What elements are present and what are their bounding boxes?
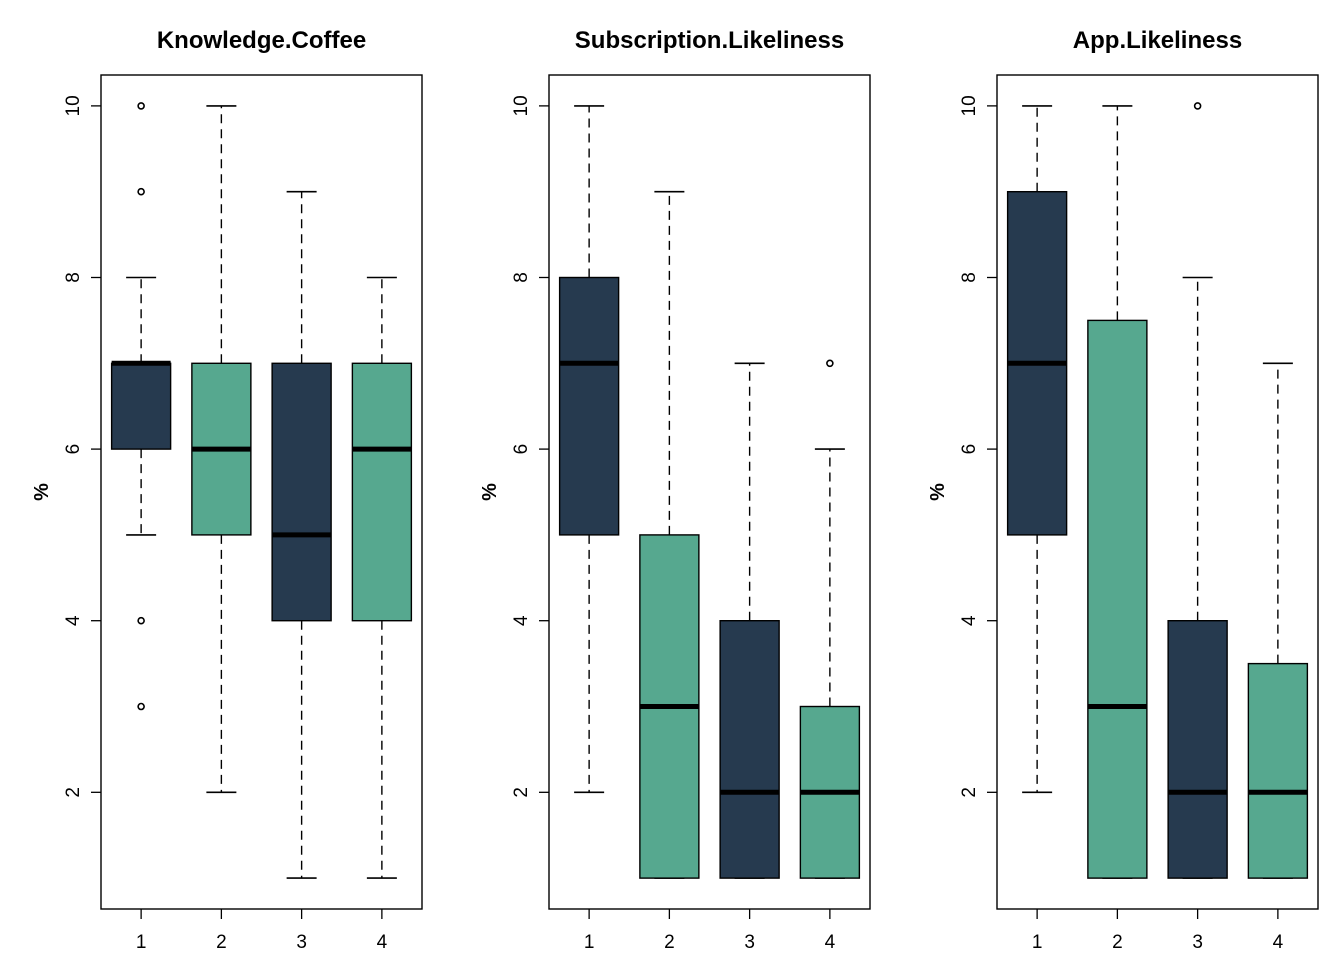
y-tick-label: 8 xyxy=(959,272,980,283)
y-tick-label: 10 xyxy=(959,95,980,116)
panel-title: Subscription.Likeliness xyxy=(575,27,844,54)
plot-frame xyxy=(548,74,871,910)
box-iqr xyxy=(351,362,413,622)
y-axis-label: % xyxy=(31,483,53,501)
box-group-2 xyxy=(639,190,700,879)
y-tick-label: 4 xyxy=(63,615,84,626)
box-group-2 xyxy=(1087,105,1148,879)
y-axis: 2 4 6 8 10 xyxy=(511,95,549,798)
y-tick-label: 10 xyxy=(63,95,84,116)
outlier-point xyxy=(826,359,834,368)
y-tick-label: 8 xyxy=(63,272,84,283)
outlier-point xyxy=(137,616,145,625)
box-iqr xyxy=(271,362,332,622)
y-tick-label: 4 xyxy=(959,615,980,626)
x-axis: 1 2 3 4 xyxy=(1032,909,1284,953)
y-tick-label: 6 xyxy=(959,444,980,455)
box-group-2 xyxy=(191,105,252,794)
y-tick-label: 6 xyxy=(511,444,532,455)
box-iqr xyxy=(1167,620,1228,879)
x-tick-label: 1 xyxy=(136,932,147,953)
y-tick-label: 2 xyxy=(511,787,532,798)
box-group-3 xyxy=(1167,102,1228,879)
y-tick-label: 2 xyxy=(959,787,980,798)
x-tick-label: 3 xyxy=(296,932,307,953)
box-iqr xyxy=(1087,319,1148,879)
x-tick-label: 1 xyxy=(1032,932,1043,953)
box-iqr xyxy=(1247,662,1309,879)
x-axis: 1 2 3 4 xyxy=(136,909,388,953)
x-tick-label: 2 xyxy=(216,932,227,953)
box-group-4 xyxy=(351,276,413,879)
panel-title: Knowledge.Coffee xyxy=(157,27,366,54)
box-group-1 xyxy=(110,102,172,711)
x-tick-label: 4 xyxy=(377,932,388,953)
box-group-4 xyxy=(799,359,861,879)
box-group-1 xyxy=(558,105,620,794)
y-tick-label: 10 xyxy=(511,95,532,116)
x-axis: 1 2 3 4 xyxy=(584,909,836,953)
x-tick-label: 1 xyxy=(584,932,595,953)
y-axis: 2 4 6 8 10 xyxy=(63,95,101,798)
outlier-point xyxy=(1193,102,1202,110)
plot-frame xyxy=(100,74,423,910)
y-tick-label: 8 xyxy=(511,272,532,283)
box-iqr xyxy=(719,620,780,879)
box-iqr xyxy=(110,362,172,450)
x-tick-label: 3 xyxy=(1192,932,1203,953)
x-tick-label: 4 xyxy=(1273,932,1284,953)
y-tick-label: 6 xyxy=(63,444,84,455)
outlier-point xyxy=(137,102,145,110)
box-iqr xyxy=(558,276,620,536)
x-tick-label: 2 xyxy=(1112,932,1123,953)
box-group-1 xyxy=(1006,105,1068,794)
y-axis: 2 4 6 8 10 xyxy=(959,95,997,798)
box-group-4 xyxy=(1247,362,1309,879)
outlier-point xyxy=(137,187,145,196)
panel-title: App.Likeliness xyxy=(1073,27,1242,54)
box-group-3 xyxy=(719,362,780,879)
y-tick-label: 2 xyxy=(63,787,84,798)
y-tick-label: 4 xyxy=(511,615,532,626)
plot-frame xyxy=(996,74,1319,910)
x-tick-label: 3 xyxy=(744,932,755,953)
outlier-point xyxy=(137,702,145,711)
y-axis-label: % xyxy=(479,483,501,501)
y-axis-label: % xyxy=(927,483,949,501)
box-group-3 xyxy=(271,190,332,879)
x-tick-label: 4 xyxy=(825,932,836,953)
x-tick-label: 2 xyxy=(664,932,675,953)
